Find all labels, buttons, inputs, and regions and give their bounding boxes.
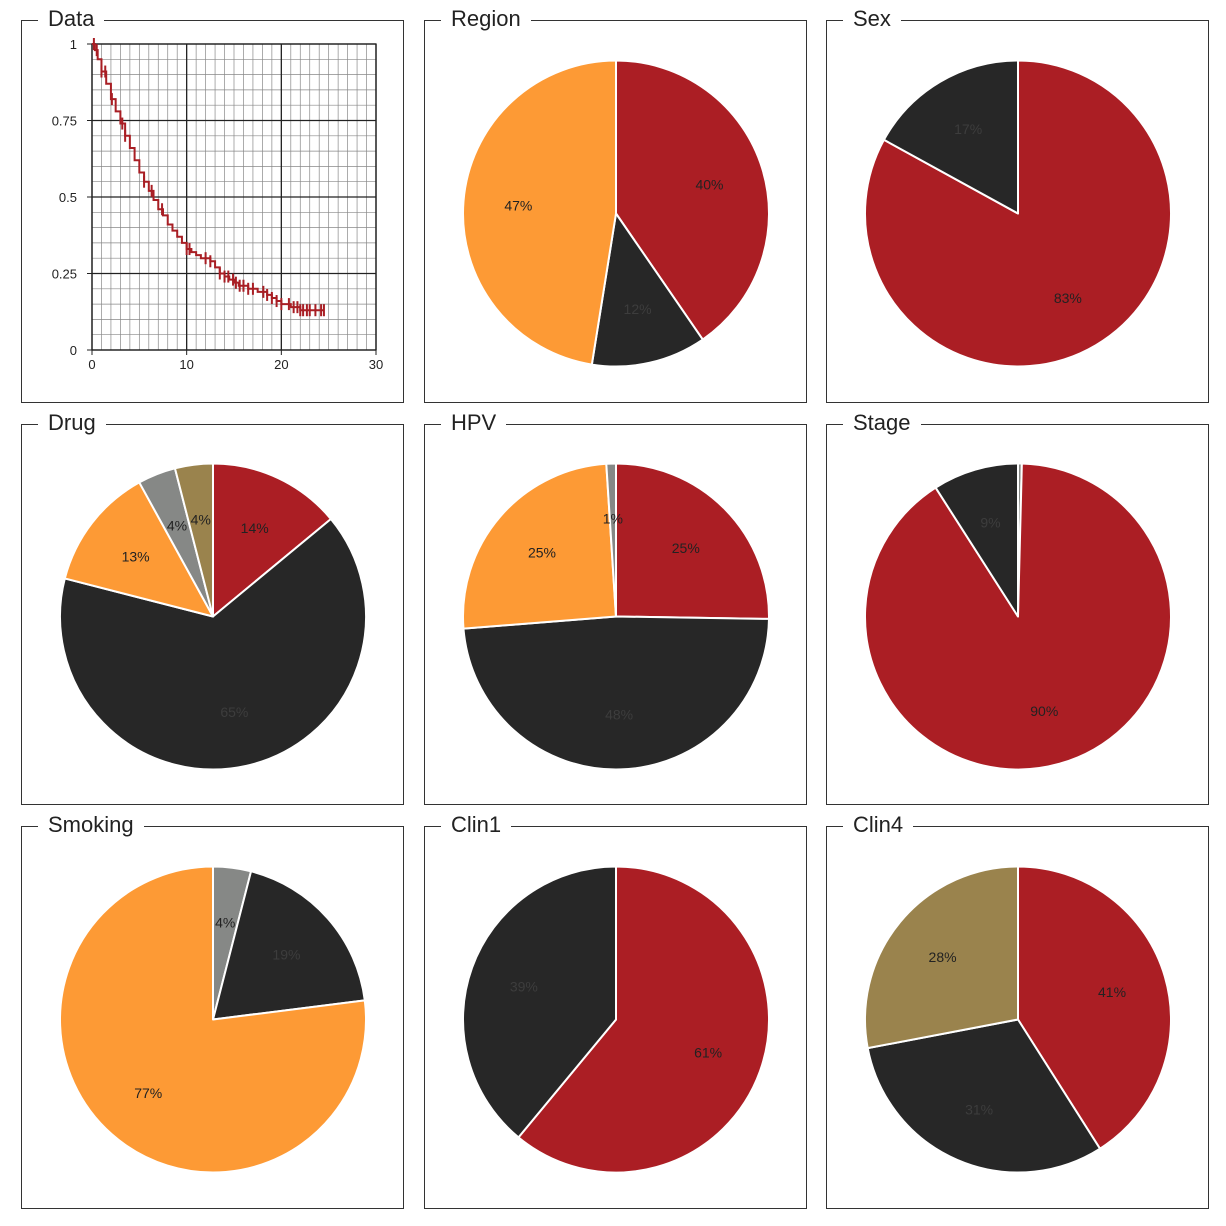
slice-label: 12% bbox=[624, 301, 652, 317]
slice-label: 39% bbox=[510, 978, 538, 994]
pie-slice bbox=[462, 865, 617, 1139]
pie-slice bbox=[212, 462, 332, 618]
pie-slice bbox=[59, 865, 367, 1174]
x-tick-label: 10 bbox=[179, 357, 193, 372]
panel-smoking: 4% 19% 77% Smoking bbox=[21, 812, 404, 1209]
slice-label: 28% bbox=[929, 949, 957, 965]
survival-line bbox=[92, 43, 324, 312]
y-tick-label: 1 bbox=[70, 37, 77, 52]
panel-title: Smoking bbox=[38, 812, 144, 838]
slice-label: 9% bbox=[980, 515, 1000, 531]
slice-label: 14% bbox=[241, 520, 269, 536]
pie-slice bbox=[882, 59, 1019, 215]
slice-label: 47% bbox=[504, 198, 532, 214]
pie-slice bbox=[462, 59, 617, 366]
panel-title: Clin1 bbox=[441, 812, 512, 838]
y-tick-label: 0.25 bbox=[52, 267, 77, 282]
pie-slice bbox=[462, 615, 770, 771]
pie-chart: 14% 65% 13% 4% 4% bbox=[59, 462, 367, 771]
slice-label: 25% bbox=[672, 540, 700, 556]
pie-slice bbox=[517, 865, 770, 1174]
panel-title: Region bbox=[441, 6, 531, 32]
y-tick-label: 0.75 bbox=[52, 114, 77, 129]
slice-label: 4% bbox=[215, 914, 235, 930]
pie-slice bbox=[605, 462, 617, 618]
panel-title: Drug bbox=[38, 410, 106, 436]
slice-label: 61% bbox=[694, 1045, 722, 1061]
pie-chart: 61% 39% bbox=[462, 865, 770, 1174]
pie-slice bbox=[173, 462, 214, 618]
slice-label: 40% bbox=[695, 176, 723, 192]
pie-chart: 25% 48% 25% 1% bbox=[462, 462, 770, 771]
pie-slice bbox=[212, 870, 366, 1021]
panel-stage: 90% 9% Stage bbox=[826, 410, 1209, 805]
pie-slice bbox=[864, 865, 1019, 1050]
pie-slice bbox=[63, 481, 214, 618]
panel-title: Stage bbox=[843, 410, 921, 436]
slice-label: 25% bbox=[528, 544, 556, 560]
slice-label: 13% bbox=[122, 548, 150, 564]
km-chart: 0 10 20 30 0 0.25 0.5 0.75 1 bbox=[52, 37, 384, 372]
y-tick-label: 0 bbox=[70, 343, 77, 358]
pie-chart: 83% 17% bbox=[864, 59, 1172, 368]
slice-label: 1% bbox=[603, 511, 623, 527]
panel-title: Data bbox=[38, 6, 105, 32]
slice-label: 17% bbox=[954, 121, 982, 137]
pie-slice bbox=[59, 517, 367, 771]
panel-drug: 14% 65% 13% 4% 4% Drug bbox=[21, 410, 404, 805]
slice-label: 31% bbox=[965, 1101, 993, 1117]
slice-label: 65% bbox=[220, 704, 248, 720]
pie-chart: 40% 12% 47% bbox=[462, 59, 770, 368]
slice-label: 48% bbox=[605, 706, 633, 722]
panel-title: HPV bbox=[441, 410, 507, 436]
slice-label: 4% bbox=[167, 517, 187, 533]
panel-clin1: 61% 39% Clin1 bbox=[424, 812, 807, 1209]
slice-label: 90% bbox=[1030, 703, 1058, 719]
slice-label: 4% bbox=[191, 511, 211, 527]
panel-clin4: 41% 31% 28% Clin4 bbox=[826, 812, 1209, 1209]
panel-title: Clin4 bbox=[843, 812, 914, 838]
slice-label: 19% bbox=[272, 947, 300, 963]
pie-chart: 90% 9% bbox=[864, 462, 1172, 771]
x-tick-label: 20 bbox=[274, 357, 288, 372]
panel-data: 0 10 20 30 0 0.25 0.5 0.75 1 Data bbox=[21, 6, 404, 403]
pie-slice bbox=[934, 462, 1019, 618]
pie-slice bbox=[462, 462, 617, 630]
pie-slice bbox=[615, 462, 770, 620]
y-tick-label: 0.5 bbox=[59, 190, 77, 205]
slice-label: 77% bbox=[134, 1085, 162, 1101]
pie-slice bbox=[866, 1018, 1101, 1174]
pie-slice bbox=[864, 462, 1172, 771]
slice-label: 41% bbox=[1098, 984, 1126, 1000]
panel-title: Sex bbox=[843, 6, 901, 32]
pie-chart: 4% 19% 77% bbox=[59, 865, 367, 1174]
pie-slice bbox=[615, 59, 770, 341]
panel-sex: 83% 17% Sex bbox=[826, 6, 1209, 403]
panel-hpv: 25% 48% 25% 1% HPV bbox=[424, 410, 807, 805]
slice-label: 83% bbox=[1054, 290, 1082, 306]
x-tick-label: 30 bbox=[369, 357, 383, 372]
panel-region: 40% 12% 47% Region bbox=[424, 6, 807, 403]
pie-chart: 41% 31% 28% bbox=[864, 865, 1172, 1174]
x-tick-label: 0 bbox=[88, 357, 95, 372]
pie-slice bbox=[590, 212, 704, 368]
